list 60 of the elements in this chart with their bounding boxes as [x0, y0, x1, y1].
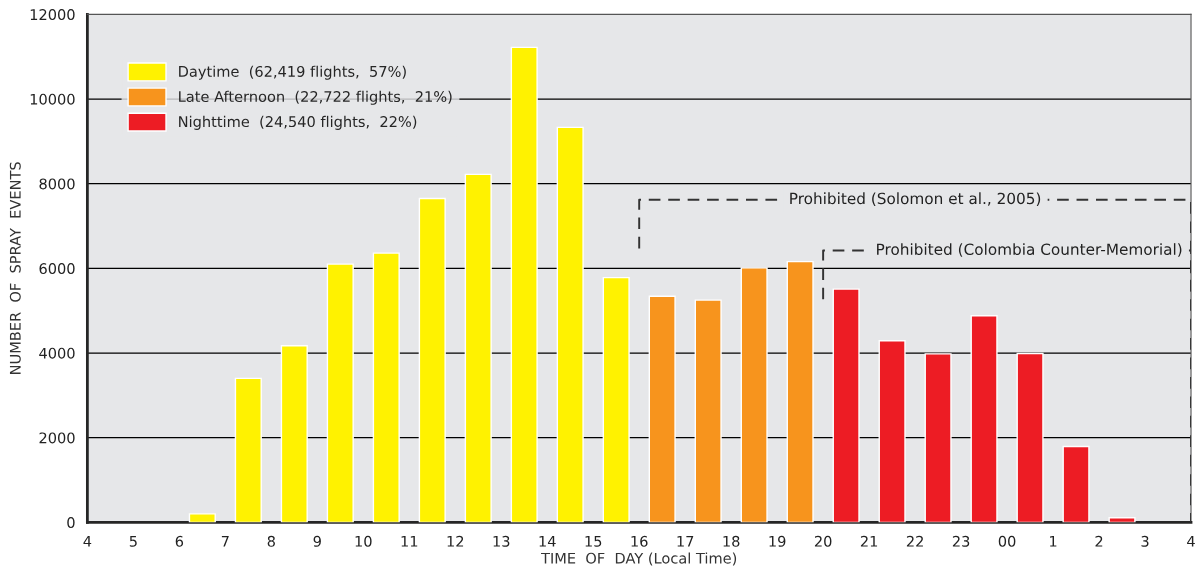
bar: [510, 46, 538, 523]
bar: [280, 345, 308, 523]
x-tick-label: 16: [631, 535, 648, 547]
bar: [602, 276, 630, 523]
bar: [970, 315, 998, 523]
bar: [878, 340, 906, 523]
bar: [556, 126, 584, 523]
x-tick-label: 9: [313, 535, 321, 547]
legend-label: Nighttime (24,540 flights, 22%): [179, 115, 417, 130]
x-tick-label: 4: [83, 535, 92, 547]
bar: [1016, 352, 1044, 523]
x-tick-label: 7: [221, 535, 229, 547]
bar: [648, 295, 676, 523]
bar: [1062, 445, 1090, 523]
y-tick-label: 2000: [39, 432, 75, 444]
x-tick-label: 14: [539, 535, 556, 547]
x-axis-title: TIME OF DAY (Local Time): [541, 552, 737, 566]
legend-label: Daytime (62,419 flights, 57%): [179, 65, 406, 80]
x-tick-label: 3: [1141, 535, 1149, 547]
bar: [418, 197, 446, 523]
annotation: Prohibited (Colombia Counter-Memorial): [877, 243, 1182, 257]
x-tick-label: 12: [447, 535, 464, 547]
legend-label: Late Afternoon (22,722 flights, 21%): [179, 90, 452, 105]
x-tick-label: 21: [860, 535, 878, 547]
bar: [924, 353, 952, 523]
x-tick-label: 19: [769, 535, 786, 547]
x-tick-label: 10: [355, 535, 372, 547]
x-tick-label: 23: [952, 535, 970, 547]
bar: [234, 377, 262, 523]
bar: [464, 173, 492, 523]
bar: [740, 267, 768, 523]
x-tick-label: 11: [401, 535, 418, 547]
bar: [188, 513, 216, 523]
x-tick-label: 5: [129, 535, 137, 547]
x-tick-label: 00: [998, 535, 1016, 547]
y-tick-label: 8000: [39, 178, 75, 190]
y-tick-label: 4000: [39, 347, 75, 359]
y-tick-label: 10000: [30, 93, 75, 105]
bar: [786, 260, 814, 523]
x-tick-label: 20: [814, 535, 832, 547]
x-tick-label: 8: [267, 535, 275, 547]
x-tick-label: 22: [906, 535, 923, 547]
bar: [1108, 516, 1136, 523]
bar: [372, 252, 400, 523]
x-tick-label: 18: [723, 535, 740, 547]
bar: [326, 263, 354, 523]
y-tick-label: 6000: [39, 263, 75, 275]
x-tick-label: 2: [1095, 535, 1103, 547]
y-tick-label: 0: [67, 517, 75, 529]
x-tick-label: 4: [1187, 535, 1195, 547]
y-axis-title: NUMBER OF SPRAY EVENTS: [9, 162, 21, 374]
x-tick-label: 6: [175, 535, 184, 547]
y-tick-label: 12000: [30, 9, 75, 21]
bar: [694, 299, 722, 523]
x-tick-label: 15: [585, 535, 602, 547]
x-tick-label: 13: [493, 535, 510, 547]
x-tick-label: 17: [677, 535, 694, 547]
x-tick-label: 1: [1050, 535, 1057, 547]
bar: [832, 288, 860, 523]
annotation: Prohibited (Solomon et al., 2005): [790, 192, 1041, 206]
